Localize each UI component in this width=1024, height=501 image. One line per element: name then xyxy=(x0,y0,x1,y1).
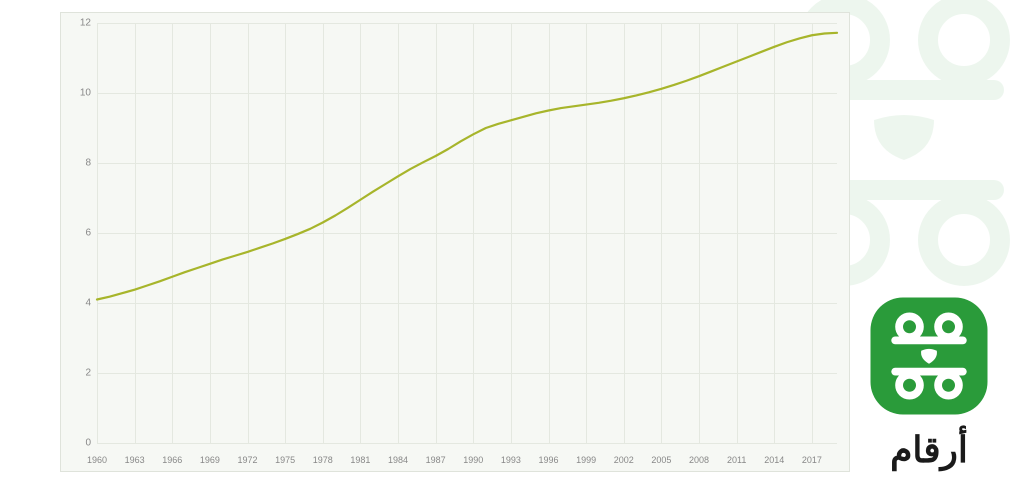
chart-line xyxy=(97,23,837,443)
y-tick-label: 4 xyxy=(67,298,91,309)
x-tick-label: 1966 xyxy=(157,455,187,465)
x-tick-label: 1963 xyxy=(120,455,150,465)
y-tick-label: 2 xyxy=(67,368,91,379)
y-tick-label: 0 xyxy=(67,438,91,449)
brand-logo-icon xyxy=(864,291,994,421)
x-tick-label: 1978 xyxy=(308,455,338,465)
x-tick-label: 1960 xyxy=(82,455,112,465)
y-tick-label: 8 xyxy=(67,158,91,169)
x-tick-label: 1996 xyxy=(534,455,564,465)
x-tick-label: 1990 xyxy=(458,455,488,465)
x-tick-label: 1969 xyxy=(195,455,225,465)
x-tick-label: 2011 xyxy=(722,455,752,465)
x-tick-label: 2002 xyxy=(609,455,639,465)
x-tick-label: 1987 xyxy=(421,455,451,465)
data-line xyxy=(97,33,837,300)
brand-text: أرقام xyxy=(864,429,994,471)
y-tick-label: 12 xyxy=(67,18,91,29)
y-tick-label: 6 xyxy=(67,228,91,239)
x-tick-label: 1984 xyxy=(383,455,413,465)
x-tick-label: 2017 xyxy=(797,455,827,465)
x-tick-label: 2005 xyxy=(646,455,676,465)
x-tick-label: 1972 xyxy=(233,455,263,465)
chart-plot-area xyxy=(97,23,837,443)
x-tick-label: 1999 xyxy=(571,455,601,465)
chart-panel: 0 2 4 6 8 10 12 1960 1963 1966 1969 1972 1975 1978 19… xyxy=(60,12,850,472)
y-tick-label: 10 xyxy=(67,88,91,99)
x-tick-label: 1975 xyxy=(270,455,300,465)
x-tick-label: 2014 xyxy=(759,455,789,465)
x-tick-label: 1993 xyxy=(496,455,526,465)
x-tick-label: 1981 xyxy=(345,455,375,465)
x-tick-label: 2008 xyxy=(684,455,714,465)
brand-block: أرقام xyxy=(864,291,994,471)
